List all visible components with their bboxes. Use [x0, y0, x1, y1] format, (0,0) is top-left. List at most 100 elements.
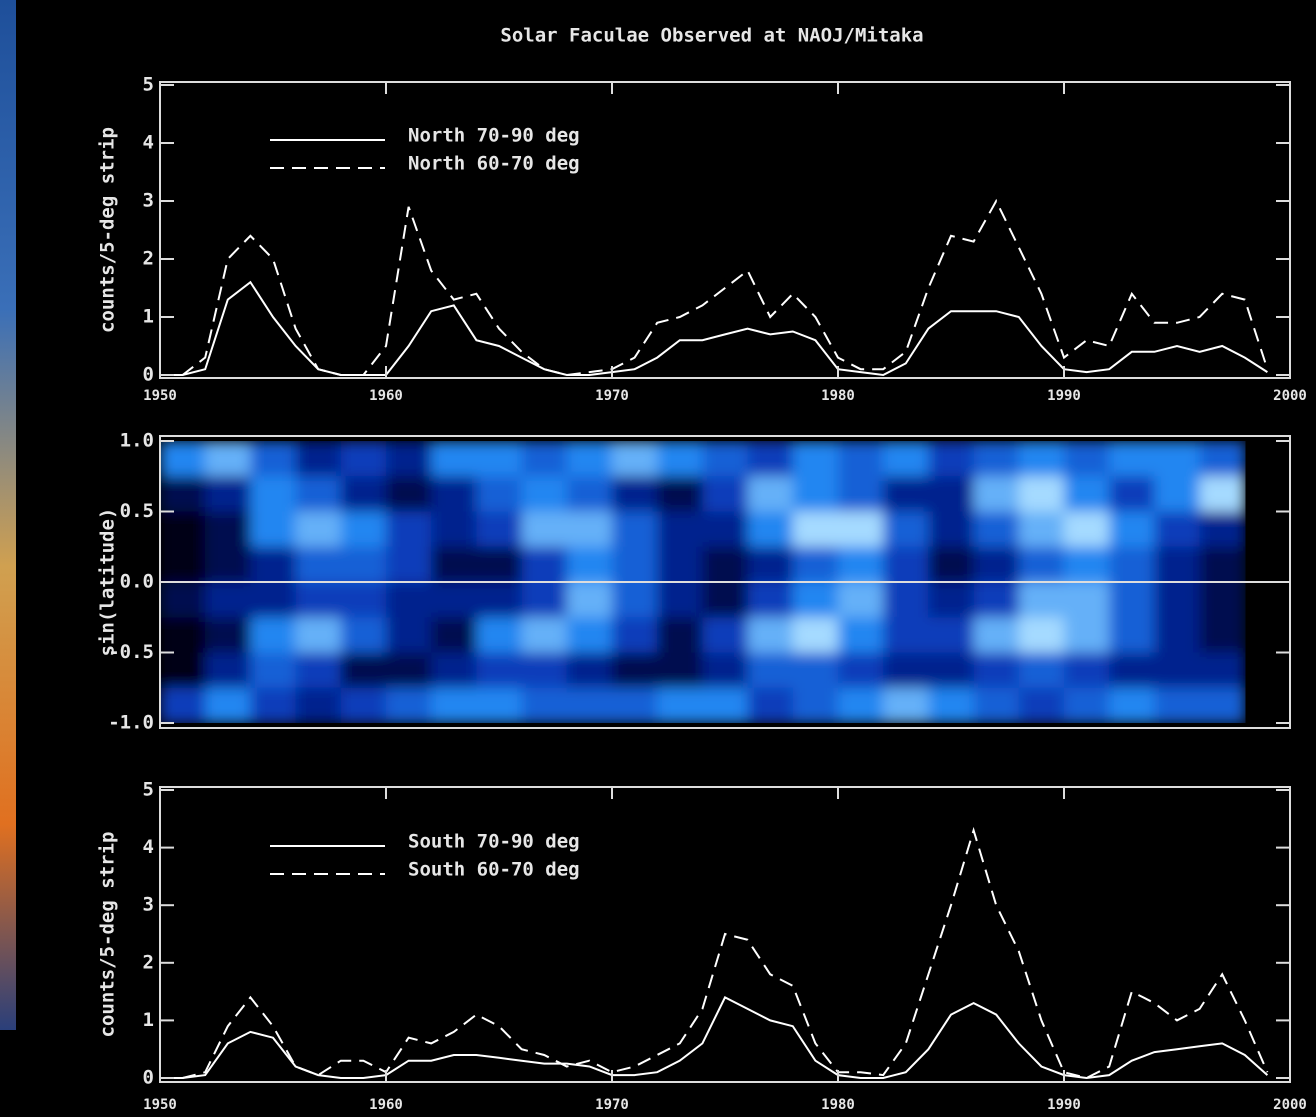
heatmap-cell	[747, 511, 794, 548]
heatmap-cell	[928, 441, 975, 477]
heatmap-cell	[1064, 617, 1110, 653]
heatmap-cell	[612, 582, 658, 618]
heatmap-cell	[1154, 617, 1201, 653]
heatmap-cell	[521, 476, 568, 512]
heatmap-cell	[612, 652, 658, 689]
heatmap-cell	[521, 511, 568, 548]
heatmap-cell	[657, 687, 703, 723]
heatmap-cell	[340, 441, 387, 477]
heatmap-cell	[883, 687, 929, 723]
y-tick-label: 2	[143, 951, 154, 973]
heatmap-cell	[702, 687, 749, 723]
heatmap-cell	[883, 441, 929, 477]
heatmap-cell	[1109, 511, 1155, 548]
chart-title: Solar Faculae Observed at NAOJ/Mitaka	[500, 25, 923, 47]
heatmap-cell	[386, 582, 432, 618]
heatmap-cell	[250, 652, 297, 689]
heatmap-cell	[702, 582, 749, 618]
heatmap-cell	[340, 511, 387, 548]
heatmap-cell	[1154, 476, 1201, 512]
heatmap-cell	[973, 511, 1020, 548]
heatmap-cell	[160, 582, 206, 618]
heatmap-cell	[250, 687, 297, 723]
heatmap-cell	[386, 652, 432, 689]
heatmap-cell	[792, 476, 839, 512]
heatmap-cell	[838, 476, 884, 512]
series-line	[160, 198, 1269, 377]
heatmap-cell	[702, 441, 749, 477]
heatmap-cell	[476, 511, 523, 548]
heatmap-cell	[657, 476, 703, 512]
heatmap-cell	[612, 476, 658, 512]
heatmap-cell	[657, 546, 703, 583]
heatmap-cell	[838, 441, 884, 477]
heatmap-cell	[1199, 476, 1246, 512]
heatmap-cell	[838, 687, 884, 723]
heatmap-cell	[612, 546, 658, 583]
heatmap-cell	[747, 476, 794, 512]
heatmap-cell	[838, 617, 884, 653]
heatmap-cell	[431, 652, 477, 689]
heatmap-cell	[1109, 687, 1155, 723]
heatmap-cell	[340, 652, 387, 689]
heatmap-cell	[973, 652, 1020, 689]
heatmap-cell	[160, 511, 206, 548]
y-tick-label: 0.5	[120, 500, 154, 522]
heatmap-cell	[250, 582, 297, 618]
heatmap-cell	[928, 546, 975, 583]
heatmap-cell	[386, 511, 432, 548]
heatmap-cell	[476, 441, 523, 477]
plot-frame	[159, 786, 1291, 1083]
heatmap-cell	[1154, 511, 1201, 548]
heatmap-cell	[747, 582, 794, 618]
heatmap-cell	[1199, 617, 1246, 653]
heatmap-cell	[250, 617, 297, 653]
heatmap-cell	[1154, 582, 1201, 618]
heatmap-cell	[973, 617, 1020, 653]
heatmap-cell	[386, 546, 432, 583]
heatmap-cell	[747, 546, 794, 583]
y-tick-label: -0.5	[108, 641, 154, 663]
heatmap-cell	[160, 546, 206, 583]
y-tick-label: -1.0	[108, 712, 154, 734]
y-tick-label: 2	[143, 248, 154, 270]
y-tick-label: 1	[143, 306, 154, 328]
heatmap-cell	[1154, 652, 1201, 689]
heatmap-cell	[1064, 652, 1110, 689]
heatmap-cell	[521, 582, 568, 618]
heatmap-cell	[205, 476, 251, 512]
heatmap-cell	[702, 476, 749, 512]
heatmap-cell	[792, 617, 839, 653]
heatmap-cell	[431, 582, 477, 618]
heatmap-cell	[476, 546, 523, 583]
heatmap-cell	[1064, 582, 1110, 618]
edge-strip	[0, 0, 16, 1030]
heatmap-cell	[883, 582, 929, 618]
heatmap-cell	[340, 617, 387, 653]
heatmap-cell	[1154, 441, 1201, 477]
y-tick-label: 3	[143, 894, 154, 916]
heatmap-cell	[205, 441, 251, 477]
heatmap-cell	[1199, 652, 1246, 689]
heatmap-cell	[612, 441, 658, 477]
heatmap-cell	[1018, 441, 1065, 477]
heatmap-cell	[1018, 652, 1065, 689]
heatmap-cell	[883, 511, 929, 548]
heatmap-cell	[973, 546, 1020, 583]
heatmap-cell	[566, 687, 613, 723]
y-tick-label: 1	[143, 1009, 154, 1031]
heatmap-cell	[340, 687, 387, 723]
heatmap-cell	[973, 687, 1020, 723]
heatmap-cell	[792, 441, 839, 477]
heatmap-cell	[295, 476, 342, 512]
heatmap-cell	[1154, 546, 1201, 583]
heatmap-cell	[386, 617, 432, 653]
heatmap-cell	[838, 546, 884, 583]
heatmap-cell	[657, 441, 703, 477]
heatmap-cell	[702, 546, 749, 583]
x-tick-label: 1980	[821, 388, 855, 404]
heatmap-cell	[973, 476, 1020, 512]
heatmap-cell	[1109, 546, 1155, 583]
x-tick-label: 2000	[1273, 1097, 1307, 1113]
